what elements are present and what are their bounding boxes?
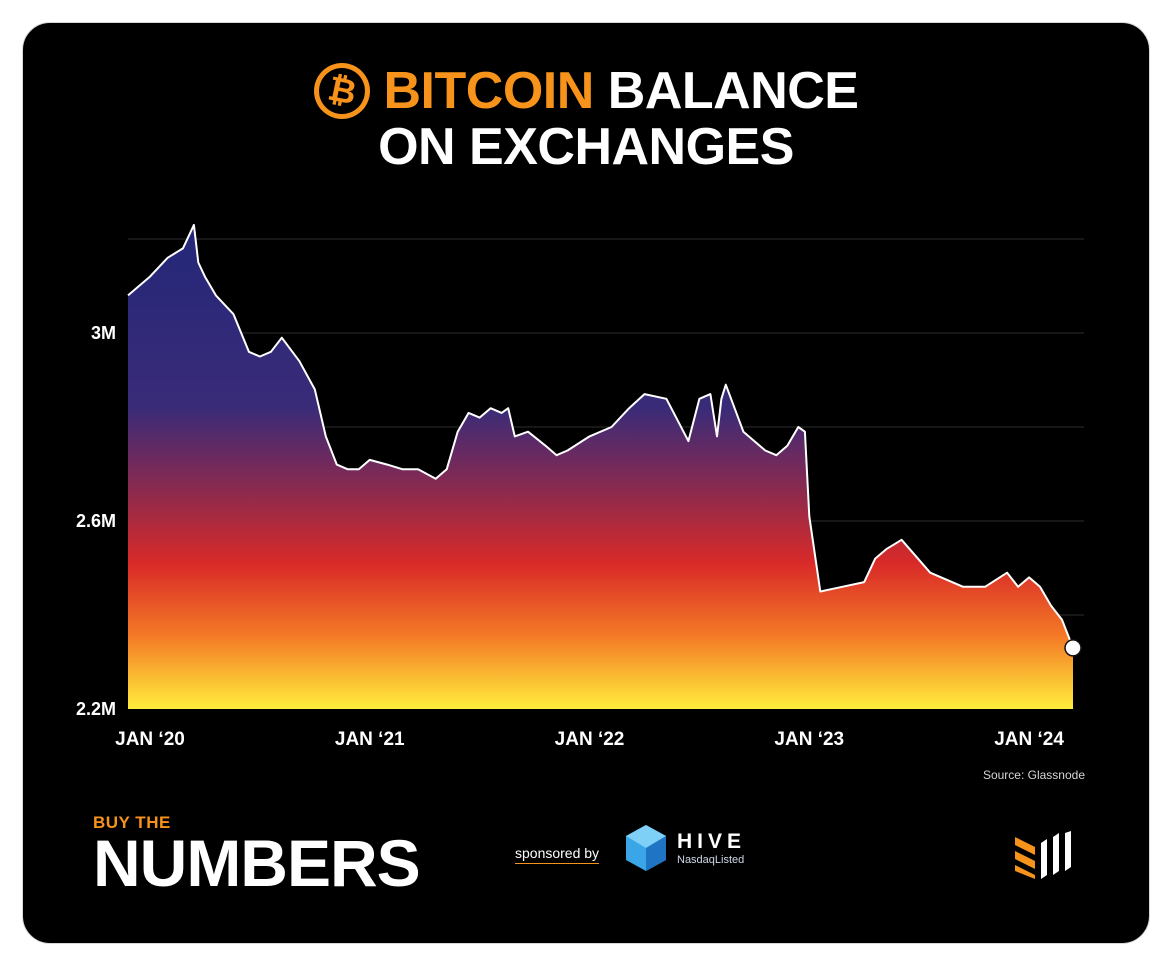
title-line-2: ON EXCHANGES (378, 118, 794, 176)
brand-big-text: NUMBERS (93, 826, 421, 900)
series-area (128, 224, 1073, 709)
area-chart: 2.2M 2.6M 3M JAN ‘20 JAN ‘21 JAN ‘22 JAN ‘23 JA… (76, 223, 1084, 750)
sponsor-subtitle: NasdaqListed (677, 854, 745, 866)
x-tick-label: JAN ‘23 (774, 729, 844, 750)
infographic-card: ₿ BITCOIN BALANCE ON EXCHANGES 2.2M 2.6M 3… (22, 22, 1150, 944)
page-title: ₿ BITCOIN BALANCE ON EXCHANGES (23, 63, 1149, 175)
series-line (127, 223, 1074, 649)
x-tick-label: JAN ‘24 (994, 729, 1064, 750)
title-accent: BITCOIN (383, 62, 595, 120)
hive-hexagon-icon (626, 825, 666, 871)
y-tick-label: 3M (91, 323, 116, 343)
bitcoin-icon: ₿ (313, 63, 370, 119)
sponsored-by-label: sponsored by (515, 845, 600, 864)
latest-point-marker (1064, 639, 1082, 657)
y-tick-label: 2.2M (76, 699, 116, 719)
sponsor-logo: HIVE NasdaqListed (623, 823, 746, 873)
brand-small-text: BUY THE (93, 813, 171, 832)
source-note: Source: Glassnode (982, 768, 1085, 782)
brand-logo: BUY THE NUMBERS (93, 813, 421, 900)
x-tick-label: JAN ‘22 (555, 729, 625, 750)
sponsor-name: HIVE (677, 830, 747, 853)
corner-brand-icon (1015, 831, 1071, 879)
title-rest: BALANCE (607, 62, 859, 120)
y-tick-label: 2.6M (76, 511, 116, 531)
x-tick-label: JAN ‘21 (335, 729, 405, 750)
x-tick-label: JAN ‘20 (115, 729, 185, 750)
